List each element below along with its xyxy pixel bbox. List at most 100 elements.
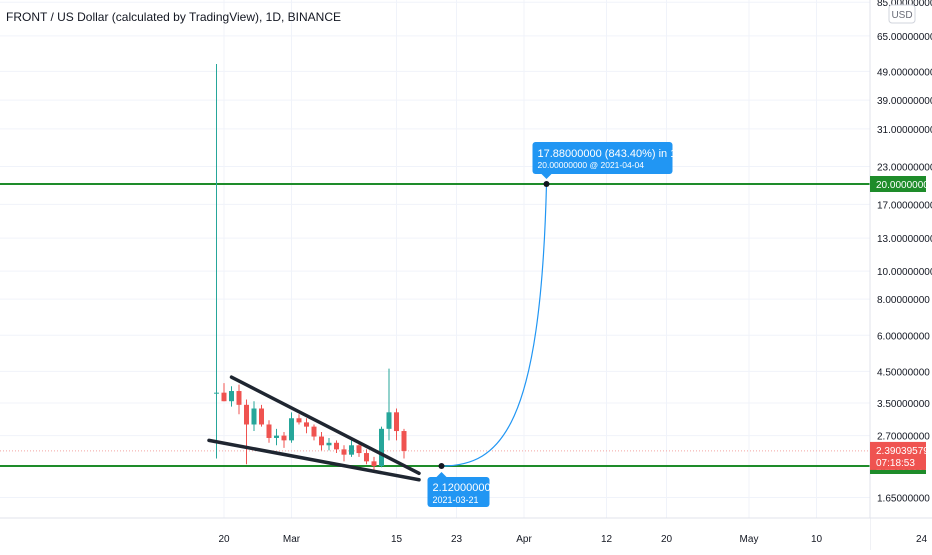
candle-body: [349, 445, 354, 455]
price-tick-label: 3.50000000: [877, 399, 930, 410]
trendline[interactable]: [229, 375, 421, 476]
candle: [319, 431, 324, 451]
candle: [334, 440, 339, 454]
price-tick-label: 1.65000000: [877, 493, 930, 504]
candle-body: [319, 436, 324, 446]
candle: [296, 414, 302, 425]
projection-end-label: 17.88000000 (843.40%) in 14d20.00000000 …: [532, 142, 689, 179]
candle: [379, 426, 384, 468]
candle-body: [304, 422, 309, 427]
price-tick-label: 65.00000000: [877, 32, 932, 43]
price-tick-label: 4.50000000: [877, 367, 930, 378]
candle-body: [266, 424, 272, 438]
price-axis[interactable]: 85.0000000065.0000000049.0000000039.0000…: [869, 0, 932, 550]
horizontal-levels[interactable]: [0, 183, 870, 467]
candle: [266, 420, 272, 443]
candle-body: [371, 461, 377, 466]
projection-sub-label: 20.00000000 @ 2021-04-04: [538, 160, 645, 170]
time-tick-label: May: [740, 534, 759, 545]
candle: [289, 412, 294, 443]
price-tick-label: 39.00000000: [877, 96, 932, 107]
currency-button-box[interactable]: [888, 4, 916, 24]
time-axis[interactable]: 20 Mar 15 23 Apr 12 20 May 10 24: [0, 517, 932, 550]
price-tick-label: 2.70000000: [877, 432, 930, 443]
candle: [229, 386, 234, 407]
candle-body: [281, 435, 287, 441]
candle: [244, 399, 249, 465]
price-tick-label: 17.00000000: [877, 200, 932, 211]
projection-start-pointer: [436, 472, 447, 477]
candle-body: [341, 449, 347, 455]
price-tick-label: 8.00000000: [877, 295, 930, 306]
time-tick-label: 10: [811, 534, 823, 545]
price-tick-label: 13.00000000: [877, 234, 932, 245]
candle-body: [229, 391, 234, 402]
candle-body: [289, 418, 294, 441]
candles: [214, 63, 407, 471]
candle: [326, 437, 332, 451]
candle: [214, 63, 219, 459]
time-tick-label: 20: [218, 534, 230, 545]
projection-end-box: [532, 142, 673, 174]
time-tick-label: 12: [601, 534, 613, 545]
grid: [0, 0, 922, 518]
candle-body: [274, 435, 279, 438]
candle: [386, 368, 392, 441]
trendline[interactable]: [207, 438, 421, 482]
candle: [259, 404, 264, 427]
candle: [236, 384, 242, 415]
projection-start-value: 2.12000000: [433, 482, 491, 494]
candle-body: [244, 404, 249, 425]
time-axis-bg: [0, 518, 870, 550]
candle-body: [326, 442, 332, 446]
countdown-timer: 07:18:53: [876, 458, 915, 469]
price-tick-label: 49.00000000: [877, 67, 932, 78]
candle-body: [251, 408, 257, 425]
current-price-value: 2.39039579: [876, 446, 929, 457]
time-tick-label: 23: [451, 534, 463, 545]
candle: [341, 445, 347, 462]
projection-main-label: 17.88000000 (843.40%) in 14d: [538, 148, 689, 160]
projection-curve[interactable]: [441, 183, 548, 467]
candle: [311, 424, 317, 441]
candle: [304, 418, 309, 434]
candle: [364, 449, 369, 465]
projection-start-date: 2021-03-21: [433, 495, 479, 505]
time-tick-label: 24: [916, 534, 928, 545]
currency-button[interactable]: USD: [888, 4, 916, 24]
candle-body: [311, 426, 317, 437]
price-tick-label: 6.00000000: [877, 331, 930, 342]
candle-body: [236, 391, 242, 405]
time-tick-label: Mar: [283, 534, 301, 545]
price-tick-label: 31.00000000: [877, 125, 932, 136]
chart-title: FRONT / US Dollar (calculated by Trading…: [6, 10, 341, 24]
price-tick-label: 10.00000000: [877, 267, 932, 278]
candle: [221, 383, 227, 402]
candle-body: [364, 453, 369, 462]
time-tick-label: Apr: [516, 534, 532, 545]
candle: [281, 431, 287, 448]
candle-body: [259, 408, 264, 425]
projection-start-box: [427, 477, 490, 507]
candle-body: [221, 392, 227, 402]
currency-button-label: USD: [891, 10, 912, 21]
candle-body: [296, 418, 302, 423]
candle: [251, 401, 257, 432]
level-price-box: [870, 176, 926, 192]
projection-start-point[interactable]: [438, 463, 445, 469]
candle: [401, 428, 407, 459]
projection-end-pointer: [541, 174, 552, 179]
trendlines[interactable]: [207, 375, 421, 482]
candle: [371, 456, 377, 471]
time-tick-label: 15: [391, 534, 403, 545]
projection-end-point[interactable]: [543, 181, 550, 187]
candle-body: [379, 428, 384, 466]
current-price-box: [870, 441, 926, 470]
candle: [274, 428, 279, 446]
candle-body: [334, 442, 339, 450]
